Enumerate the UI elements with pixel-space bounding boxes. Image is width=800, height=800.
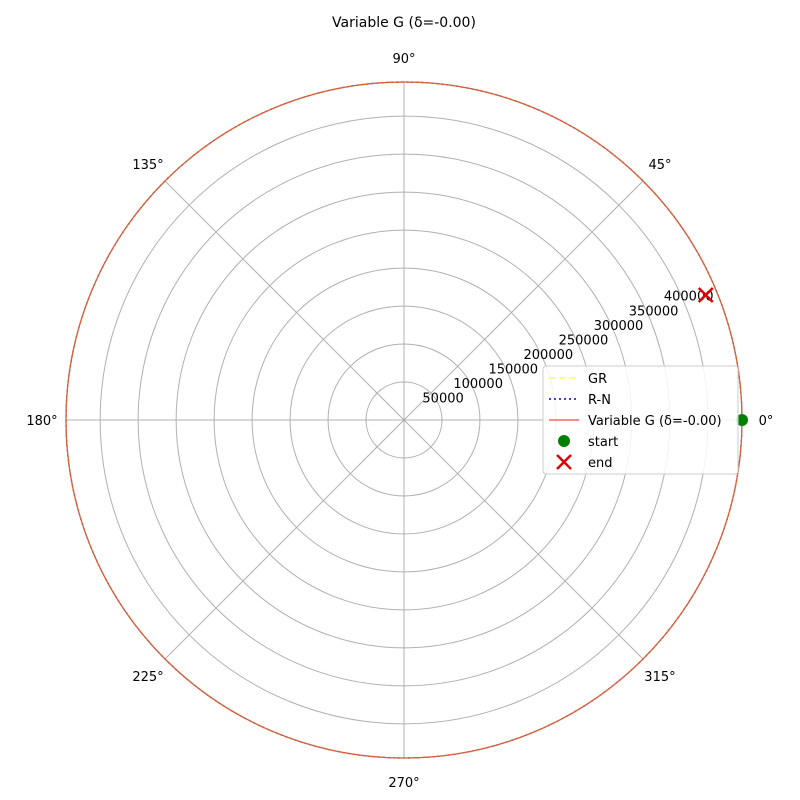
legend-item: Variable G (δ=-0.00)	[549, 414, 722, 429]
legend-label: GR	[588, 372, 607, 387]
legend-label: Variable G (δ=-0.00)	[588, 414, 722, 429]
radial-tick-label: 250000	[559, 333, 609, 348]
legend-item: R-N	[549, 393, 611, 408]
legend-item: GR	[549, 372, 607, 387]
radial-tick-label: 100000	[453, 377, 503, 392]
chart-title: Variable G (δ=-0.00)	[332, 15, 476, 31]
angle-tick-label: 45°	[648, 158, 671, 173]
angle-tick-labels: 0° 45° 90° 135° 180° 225° 270° 315°	[26, 52, 773, 791]
radial-tick-label: 150000	[488, 362, 538, 377]
angle-tick-label: 270°	[388, 776, 419, 791]
series-markers	[697, 287, 748, 426]
start-marker	[736, 414, 748, 426]
angle-gridline	[403, 419, 644, 660]
angle-tick-label: 180°	[26, 414, 57, 429]
radial-tick-label: 50000	[422, 391, 463, 406]
legend-box	[542, 365, 739, 475]
end-marker	[697, 287, 714, 303]
legend-item: start	[558, 435, 618, 450]
angle-gridline	[164, 180, 405, 421]
angle-tick-label: 135°	[132, 158, 163, 173]
radial-tick-label: 200000	[524, 348, 574, 363]
legend-label: end	[588, 456, 613, 471]
angle-tick-label: 90°	[392, 52, 415, 67]
legend-label: start	[588, 435, 618, 450]
angle-tick-label: 0°	[759, 414, 774, 429]
legend-label: R-N	[588, 393, 611, 408]
angle-tick-label: 225°	[132, 670, 163, 685]
angle-gridline	[403, 180, 644, 421]
radial-tick-label: 300000	[594, 319, 644, 334]
legend: GR R-N Variable G (δ=-0.00) start end	[542, 365, 739, 475]
angle-tick-label: 315°	[644, 670, 675, 685]
legend-item: end	[556, 454, 613, 471]
angle-gridline	[164, 419, 405, 660]
radial-tick-label: 400000	[664, 290, 714, 305]
radial-tick-label: 350000	[629, 304, 679, 319]
radial-tick-labels: 5000010000015000020000025000030000035000…	[422, 290, 713, 407]
